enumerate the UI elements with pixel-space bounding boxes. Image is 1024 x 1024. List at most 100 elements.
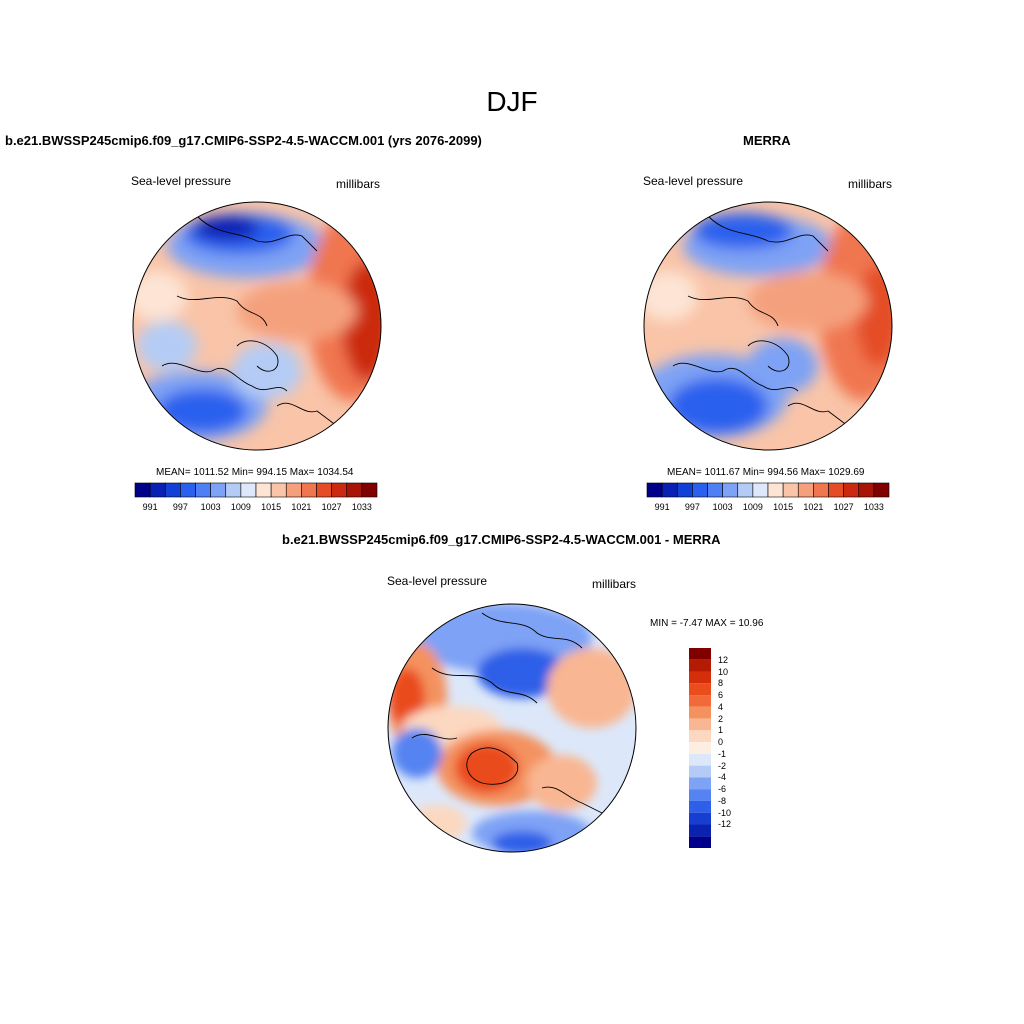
colorbar-tick-label: 1021 [291,502,312,512]
colorbar-swatch [301,482,317,498]
obs-colorbar [646,482,890,498]
colorbar-tick-label: 1003 [200,502,221,512]
colorbar-swatch [661,482,678,498]
colorbar-swatch [134,482,151,498]
colorbar-tick-label: 8 [718,678,724,689]
obs-stats: MEAN= 1011.67 Min= 994.56 Max= 1029.69 [667,467,865,478]
colorbar-swatch [689,753,711,766]
colorbar-swatch [646,482,663,498]
model-variable-label: Sea-level pressure [131,174,232,188]
colorbar-swatch [331,482,348,498]
colorbar-swatch [689,800,711,813]
colorbar-swatch [767,482,784,498]
colorbar-tick-label: 997 [172,502,188,512]
obs-units-label: millibars [848,177,893,191]
diff-variable-label: Sea-level pressure [387,574,488,588]
colorbar-tick-label: 1027 [321,502,342,512]
colorbar-tick-label: 1015 [773,502,794,512]
colorbar-swatch [689,659,711,672]
model-colorbar-swatches [134,482,378,498]
colorbar-swatch [689,695,711,707]
colorbar-tick-label: -8 [718,795,727,806]
colorbar-tick-label: 4 [718,701,724,712]
diff-polar-map [387,603,637,853]
model-colorbar [134,482,378,498]
colorbar-swatch [164,482,181,498]
colorbar-swatch [689,789,711,801]
colorbar-tick-label: -12 [718,819,732,830]
colorbar-tick-label: 991 [142,502,158,512]
colorbar-swatch [737,482,754,498]
colorbar-swatch [843,482,860,498]
colorbar-tick-label: -6 [718,784,727,795]
colorbar-swatch [180,482,196,498]
colorbar-tick-label: -10 [718,807,732,818]
colorbar-swatch [689,812,711,825]
colorbar-swatch [149,482,166,498]
colorbar-swatch [689,777,711,790]
diff-units-label: millibars [592,577,637,591]
colorbar-swatch [689,718,711,731]
obs-panel-title: MERRA [743,133,791,148]
colorbar-swatch [195,482,211,498]
colorbar-swatch [316,482,332,498]
figure-title: DJF [486,86,538,117]
model-stats: MEAN= 1011.52 Min= 994.15 Max= 1034.54 [156,467,354,478]
diff-colorbar [689,648,711,848]
obs-colorbar-labels: 991 997 1003 1009 1015 1021 1027 1033 [647,502,889,514]
colorbar-tick-label: 10 [718,666,729,677]
colorbar-swatch [707,482,723,498]
colorbar-swatch [752,482,769,498]
colorbar-swatch [689,671,711,684]
colorbar-swatch [692,482,708,498]
colorbar-swatch [689,765,711,778]
colorbar-swatch [225,482,242,498]
obs-variable-label: Sea-level pressure [643,174,744,188]
colorbar-swatch [722,482,739,498]
colorbar-tick-label: 1 [718,725,724,736]
colorbar-swatch [689,742,711,754]
colorbar-swatch [797,482,814,498]
colorbar-tick-label: 1021 [803,502,824,512]
colorbar-swatch [689,730,711,743]
colorbar-tick-label: 1003 [712,502,733,512]
colorbar-tick-label: -2 [718,760,727,771]
obs-colorbar-swatches [646,482,890,498]
colorbar-tick-label: 997 [684,502,700,512]
colorbar-swatch [285,482,302,498]
model-colorbar-labels: 991 997 1003 1009 1015 1021 1027 1033 [135,502,377,514]
colorbar-swatch [210,482,227,498]
colorbar-tick-label: 1027 [833,502,854,512]
colorbar-tick-label: 991 [654,502,670,512]
diff-colorbar-swatches [689,648,711,848]
colorbar-swatch [676,482,693,498]
obs-polar-map [643,201,893,451]
colorbar-swatch [873,482,890,498]
diff-panel-title: b.e21.BWSSP245cmip6.f09_g17.CMIP6-SSP2-4… [282,532,721,547]
colorbar-swatch [270,482,287,498]
colorbar-swatch [689,824,711,837]
model-polar-map [132,201,382,451]
colorbar-swatch [255,482,272,498]
colorbar-swatch [689,836,711,848]
diff-colorbar-labels: 12 10 8 6 4 2 1 0 -1 -2 -4 -6 -8 -10 -12 [718,648,748,848]
colorbar-tick-label: 1033 [351,502,372,512]
model-units-label: millibars [336,177,381,191]
colorbar-tick-label: 1015 [261,502,282,512]
colorbar-swatch [361,482,378,498]
colorbar-swatch [689,706,711,719]
colorbar-swatch [828,482,844,498]
colorbar-swatch [689,683,711,696]
colorbar-tick-label: -4 [718,772,727,783]
colorbar-swatch [346,482,363,498]
colorbar-swatch [813,482,829,498]
model-panel-title: b.e21.BWSSP245cmip6.f09_g17.CMIP6-SSP2-4… [5,133,482,148]
colorbar-swatch [689,648,711,660]
colorbar-tick-label: 2 [718,713,724,724]
colorbar-tick-label: -1 [718,748,727,759]
colorbar-swatch [782,482,799,498]
colorbar-tick-label: 12 [718,654,729,665]
colorbar-tick-label: 1009 [742,502,763,512]
diff-stats: MIN = -7.47 MAX = 10.96 [650,618,764,629]
colorbar-swatch [240,482,257,498]
